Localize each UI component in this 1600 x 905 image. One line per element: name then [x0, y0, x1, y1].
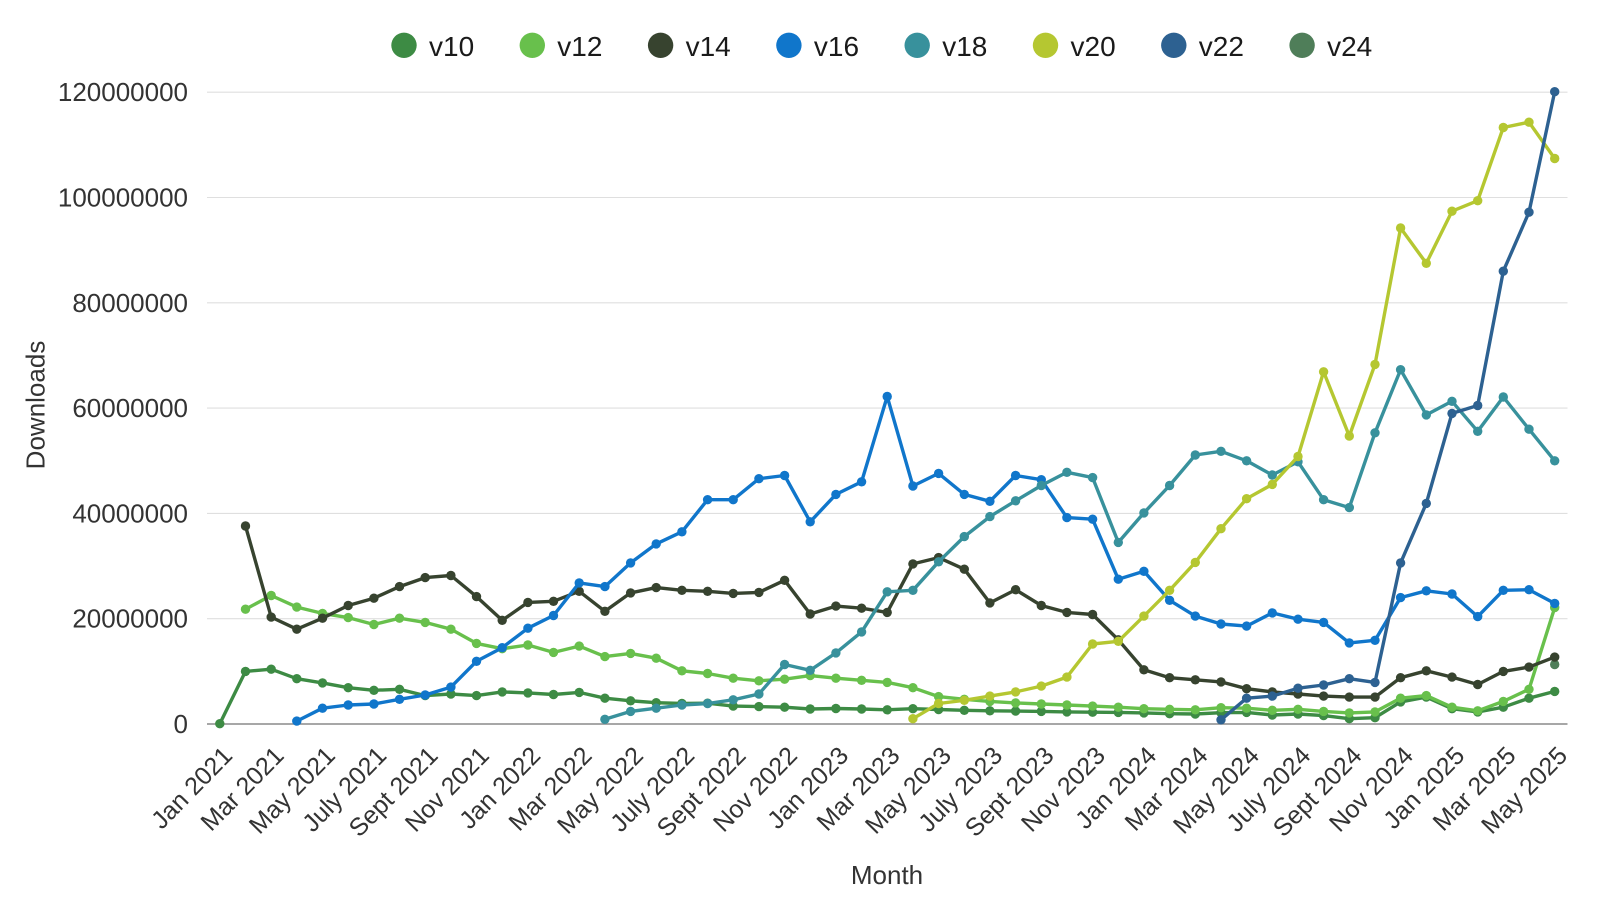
svg-text:v20: v20	[1071, 31, 1116, 62]
svg-text:v16: v16	[814, 31, 859, 62]
svg-text:100000000: 100000000	[58, 183, 188, 213]
svg-text:v22: v22	[1199, 31, 1244, 62]
svg-text:40000000: 40000000	[72, 498, 188, 528]
svg-text:60000000: 60000000	[72, 393, 188, 423]
svg-text:v12: v12	[557, 31, 602, 62]
svg-text:120000000: 120000000	[58, 77, 188, 107]
svg-text:0: 0	[174, 709, 188, 739]
svg-text:v24: v24	[1327, 31, 1372, 62]
svg-text:Downloads: Downloads	[21, 341, 51, 470]
svg-text:Month: Month	[851, 860, 923, 890]
svg-text:v10: v10	[429, 31, 474, 62]
svg-text:20000000: 20000000	[72, 604, 188, 634]
svg-text:80000000: 80000000	[72, 288, 188, 318]
svg-text:v14: v14	[686, 31, 731, 62]
svg-text:v18: v18	[942, 31, 987, 62]
